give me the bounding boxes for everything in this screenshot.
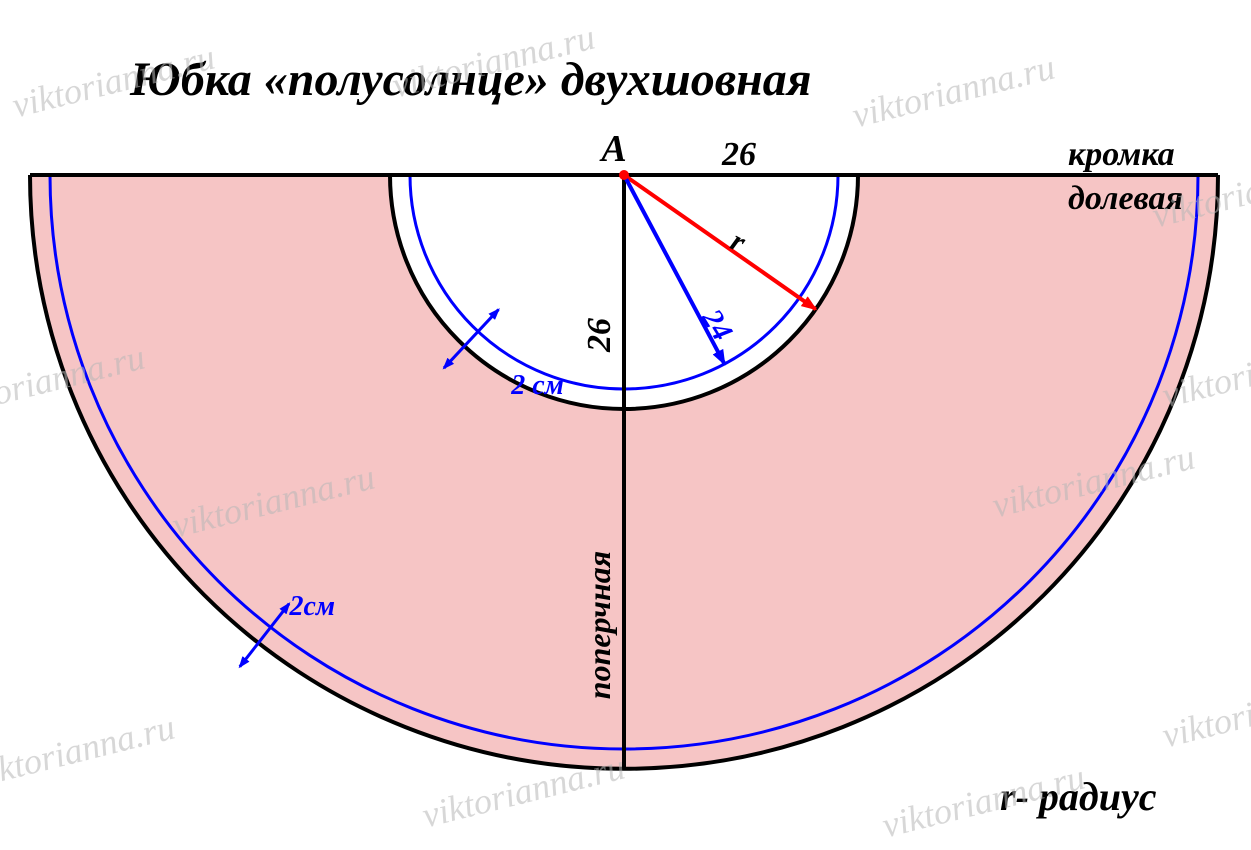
vertical-label: поперчная — [581, 551, 617, 699]
edge-label-1: кромка — [1068, 136, 1175, 173]
center-label: А — [599, 128, 626, 170]
radius-label-24: 24 — [695, 303, 739, 347]
vertical-value-26: 26 — [581, 318, 618, 353]
skirt-pattern-diagram: Юбка «полусолнце» двухшовная А 26 r 24 к… — [0, 0, 1251, 850]
center-point — [619, 170, 629, 180]
radius-label-r: r — [726, 224, 751, 259]
radius-label-26: 26 — [721, 136, 756, 173]
outer-allowance-text: 2см — [288, 591, 335, 622]
inner-allowance-text: 2 см — [510, 370, 564, 401]
radius-arrow-r — [624, 175, 816, 309]
